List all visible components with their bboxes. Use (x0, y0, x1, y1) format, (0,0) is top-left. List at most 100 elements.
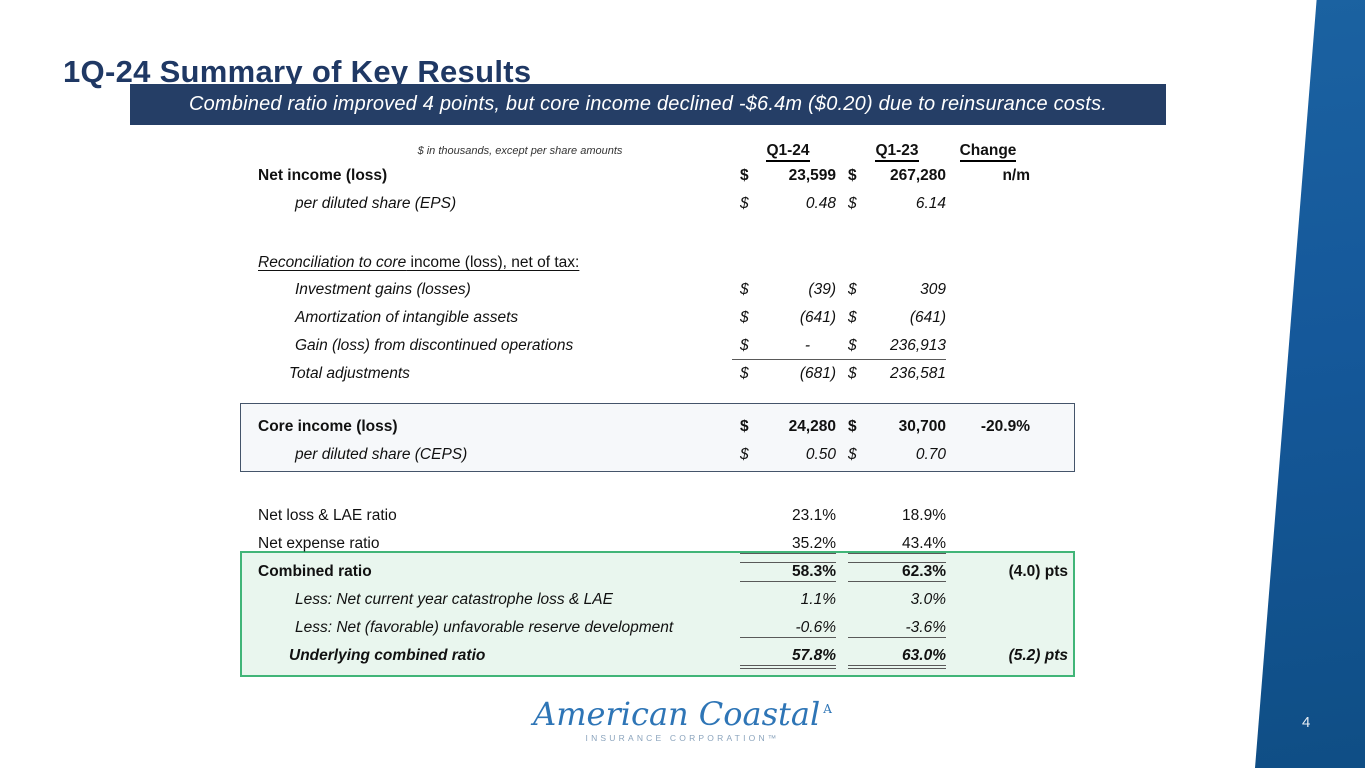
dollar-sign: $ (848, 167, 857, 184)
value-q1-24: -0.6% (740, 619, 836, 638)
value-change: (5.2) pts (1008, 647, 1068, 664)
table-row-core-income: Core income (loss) $24,280 $30,700 -20.9… (258, 413, 1030, 441)
dollar-sign: $ (740, 418, 749, 435)
row-label: per diluted share (CEPS) (295, 446, 468, 463)
row-label: Underlying combined ratio (289, 647, 486, 664)
financial-table: $ in thousands, except per share amounts… (258, 140, 1030, 388)
table-row-underlying-combined-ratio: Underlying combined ratio 57.8% 63.0% (5… (258, 642, 1068, 670)
dollar-sign: $ (848, 446, 857, 463)
value-q1-23: -3.6% (848, 619, 946, 638)
table-row-combined-ratio: Combined ratio 58.3% 62.3% (4.0) pts (258, 558, 1068, 586)
dollar-sign: $ (740, 446, 749, 463)
dollar-sign: $ (848, 337, 857, 354)
logo-wordmark: American Coastal A (533, 695, 832, 733)
row-label: Investment gains (losses) (295, 281, 471, 298)
value-q1-24: 1.1% (800, 591, 836, 608)
dollar-sign: $ (740, 365, 749, 382)
row-label: Net income (loss) (258, 167, 388, 184)
ratio-rows: Net loss & LAE ratio 23.1% 18.9% Net exp… (258, 502, 1068, 670)
value-q1-24: 0.50 (805, 446, 836, 463)
column-header-q1-23: Q1-23 (875, 142, 919, 162)
company-logo: American Coastal A INSURANCE CORPORATION™ (533, 695, 832, 744)
core-income-rows: Core income (loss) $24,280 $30,700 -20.9… (258, 413, 1030, 469)
value-q1-23: 63.0% (848, 647, 946, 669)
value-q1-23: 43.4% (848, 535, 946, 554)
value-q1-24: (681) (799, 365, 836, 382)
row-label: per diluted share (EPS) (295, 195, 457, 212)
row-label: Gain (loss) from discontinued operations (295, 337, 574, 354)
value-q1-24: 23,599 (788, 167, 836, 184)
value-q1-23: 0.70 (915, 446, 946, 463)
row-label: Less: Net current year catastrophe loss … (295, 591, 613, 608)
dollar-sign: $ (740, 309, 749, 326)
table-row-catastrophe-loss: Less: Net current year catastrophe loss … (258, 586, 1030, 614)
dollar-sign: $ (740, 167, 749, 184)
column-header-change: Change (959, 142, 1017, 162)
value-q1-24: 57.8% (740, 647, 836, 669)
value-q1-23: 309 (920, 281, 946, 298)
page-title: 1Q-24 Summary of Key Results (63, 53, 532, 89)
spacer-row (258, 218, 1030, 250)
value-change: (4.0) pts (1008, 563, 1068, 580)
table-row-ceps: per diluted share (CEPS) $0.50 $0.70 (258, 441, 1030, 469)
row-label: Net loss & LAE ratio (258, 507, 397, 524)
value-q1-24: (39) (808, 281, 836, 298)
table-row-net-expense-ratio: Net expense ratio 35.2% 43.4% (258, 530, 1030, 558)
table-row-eps: per diluted share (EPS) $0.48 $6.14 (258, 190, 1030, 218)
row-label: Amortization of intangible assets (295, 309, 519, 326)
row-label: Net expense ratio (258, 535, 380, 552)
value-q1-23: (641) (909, 309, 946, 326)
row-label: Core income (loss) (258, 418, 398, 435)
headline-text: Combined ratio improved 4 points, but co… (188, 93, 1108, 115)
value-q1-23: 6.14 (915, 195, 946, 212)
table-row-net-income: Net income (loss) $23,599 $267,280 n/m (258, 162, 1030, 190)
value-q1-23: 18.9% (902, 507, 946, 524)
value-q1-23: 236,581 (889, 365, 946, 382)
dollar-sign: $ (848, 281, 857, 298)
row-label: Total adjustments (289, 365, 410, 382)
logo-mark-icon: A (823, 702, 832, 717)
table-header-row: $ in thousands, except per share amounts… (258, 140, 1030, 162)
value-q1-23: 267,280 (889, 167, 946, 184)
table-row-total-adjustments: Total adjustments $ (681) $236,581 (258, 360, 1030, 388)
subtotal-rule (732, 359, 946, 360)
value-q1-24: 58.3% (740, 562, 836, 582)
table-row-net-loss-lae-ratio: Net loss & LAE ratio 23.1% 18.9% (258, 502, 1030, 530)
value-q1-23: 236,913 (889, 337, 946, 354)
core-income-box (240, 403, 1075, 472)
table-row-investment-gains: Investment gains (losses) $ (39) $309 (258, 276, 1030, 304)
value-q1-24: (641) (799, 309, 836, 326)
dollar-sign: $ (848, 365, 857, 382)
page-number: 4 (1302, 714, 1311, 731)
row-label: Combined ratio (258, 563, 372, 580)
dollar-sign: $ (740, 281, 749, 298)
value-q1-23: 62.3% (848, 562, 946, 582)
logo-tagline: INSURANCE CORPORATION™ (585, 733, 780, 744)
value-change: n/m (1002, 167, 1030, 184)
value-q1-24: - (804, 337, 810, 354)
table-row-reconciliation-header: Reconciliation to core income (loss), ne… (258, 250, 1030, 276)
dollar-sign: $ (848, 195, 857, 212)
table-row-amortization: Amortization of intangible assets $ (641)… (258, 304, 1030, 332)
value-q1-23: 3.0% (910, 591, 946, 608)
value-q1-23: 30,700 (898, 418, 946, 435)
value-q1-24: 24,280 (788, 418, 836, 435)
value-change: -20.9% (980, 418, 1030, 435)
headline-banner: Combined ratio improved 4 points, but co… (130, 84, 1166, 125)
dollar-sign: $ (740, 195, 749, 212)
value-q1-24: 35.2% (740, 535, 836, 554)
value-q1-24: 0.48 (805, 195, 836, 212)
dollar-sign: $ (740, 337, 749, 354)
table-row-discontinued-operations: Gain (loss) from discontinued operations… (258, 332, 1030, 360)
reconciliation-heading: Reconciliation to core income (loss), ne… (258, 254, 580, 271)
value-q1-24: 23.1% (792, 507, 836, 524)
dollar-sign: $ (848, 309, 857, 326)
corner-accent-shape (1255, 0, 1365, 768)
row-label: Less: Net (favorable) unfavorable reserv… (295, 619, 674, 636)
column-header-q1-24: Q1-24 (766, 142, 810, 162)
dollar-sign: $ (848, 418, 857, 435)
table-row-reserve-development: Less: Net (favorable) unfavorable reserv… (258, 614, 1030, 642)
combined-ratio-highlight-box (240, 551, 1075, 677)
units-note: $ in thousands, except per share amounts (417, 145, 623, 157)
